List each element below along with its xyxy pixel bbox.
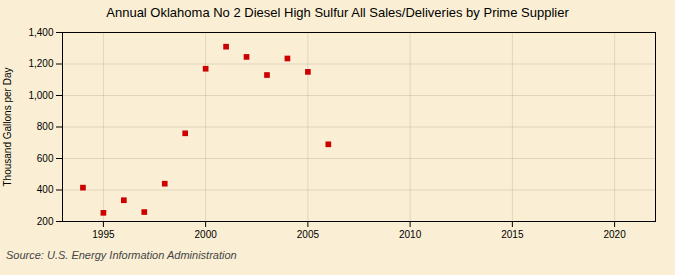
svg-text:2015: 2015 — [501, 229, 524, 240]
svg-text:2010: 2010 — [399, 229, 422, 240]
svg-text:400: 400 — [37, 184, 54, 195]
svg-text:800: 800 — [37, 121, 54, 132]
html-text:Source: U.S. Energy Informatio: Source: U.S. Energy Information Administ… — [6, 249, 237, 261]
html-text:Annual Oklahoma No 2 Diesel Hi: Annual Oklahoma No 2 Diesel High Sulfur … — [106, 5, 569, 20]
svg-text:200: 200 — [37, 216, 54, 227]
svg-text:2005: 2005 — [297, 229, 320, 240]
svg-text:2000: 2000 — [195, 229, 218, 240]
svg-text:Thousand Gallons per Day: Thousand Gallons per Day — [2, 68, 13, 187]
svg-text:1,400: 1,400 — [28, 27, 53, 38]
svg-text:1,000: 1,000 — [28, 90, 53, 101]
svg-text:1995: 1995 — [92, 229, 115, 240]
svg-text:2020: 2020 — [603, 229, 626, 240]
svg-text:1,200: 1,200 — [28, 58, 53, 69]
svg-text:600: 600 — [37, 153, 54, 164]
